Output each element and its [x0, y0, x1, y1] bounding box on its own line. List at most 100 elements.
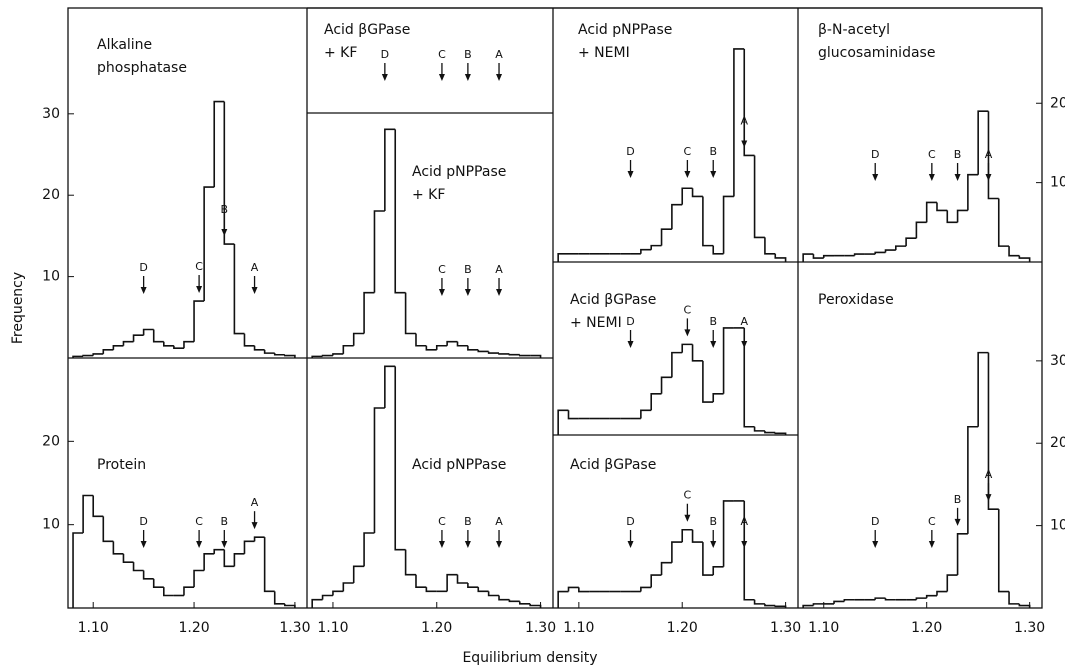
histogram-step	[681, 187, 693, 205]
y-tick-label: 10	[42, 269, 60, 285]
marker-arrowhead	[496, 541, 503, 548]
histogram-step	[722, 500, 734, 567]
marker-arrowhead	[954, 518, 961, 526]
marker-arrowhead	[381, 74, 388, 81]
panel-title: Acid βGPase	[570, 292, 656, 308]
histogram-step	[812, 603, 824, 606]
marker-label: C	[195, 515, 203, 528]
histogram-step	[213, 100, 225, 188]
marker-arrowhead	[140, 287, 147, 294]
histogram-step	[223, 549, 235, 568]
histogram-step	[702, 360, 714, 403]
marker-label: B	[709, 315, 717, 328]
frame	[67, 7, 1043, 609]
histogram-step	[487, 591, 500, 597]
histogram-step	[243, 333, 255, 347]
histogram-step	[498, 353, 510, 355]
x-tick-label: 1.20	[178, 620, 209, 636]
histogram-step	[743, 48, 755, 157]
histogram-step	[456, 574, 468, 584]
histogram-step	[567, 586, 579, 592]
marker-label: A	[740, 114, 748, 127]
x-tick-label: 1.20	[421, 620, 452, 636]
histogram-step	[508, 353, 520, 356]
marker-arrowhead	[741, 140, 748, 148]
marker-arrowhead	[741, 341, 748, 348]
histogram-step	[425, 587, 437, 593]
marker-arrowhead	[928, 174, 935, 181]
histogram-step	[812, 254, 824, 259]
histogram-step	[425, 345, 437, 351]
marker-arrowhead	[872, 174, 879, 181]
marker-label: A	[985, 468, 993, 481]
y-tick-label: 20	[1050, 95, 1065, 111]
panel-title: Alkaline	[97, 37, 152, 53]
histogram-step	[498, 595, 510, 601]
panel-title: Peroxidase	[818, 292, 894, 308]
histogram-step	[467, 583, 479, 588]
panel-title: Acid pNPPase	[578, 22, 672, 38]
histogram-step	[363, 532, 375, 567]
histogram-step	[691, 529, 703, 543]
histogram-step	[82, 354, 94, 357]
y-tick-label: 30	[1050, 353, 1065, 369]
marker-label: A	[985, 148, 993, 161]
histogram-step	[102, 349, 114, 354]
marker-arrowhead	[140, 541, 147, 548]
histogram-step	[874, 597, 886, 600]
panel-title: Protein	[97, 457, 146, 473]
histogram-step	[802, 604, 814, 608]
marker-arrowhead	[710, 541, 717, 548]
marker-arrowhead	[251, 522, 258, 530]
marker-arrowhead	[464, 541, 471, 548]
histogram-step	[373, 407, 385, 533]
marker-label: B	[221, 515, 229, 528]
marker-label: C	[684, 489, 692, 502]
y-tick-label: 20	[42, 187, 60, 203]
histogram-step	[508, 599, 520, 603]
histogram-step	[660, 561, 672, 576]
marker-arrowhead	[196, 541, 203, 548]
histogram-step	[352, 332, 365, 346]
histogram-step	[557, 590, 569, 608]
marker-label: B	[464, 515, 472, 528]
histogram-step	[967, 173, 979, 211]
marker-label: A	[495, 515, 503, 528]
histogram-step	[1018, 255, 1031, 262]
histogram-step	[1008, 246, 1020, 257]
histogram-step	[956, 209, 968, 223]
histogram-step	[764, 430, 776, 434]
histogram-step	[253, 536, 265, 542]
histogram-step	[384, 128, 396, 211]
histogram-step	[487, 351, 500, 354]
histogram-step	[753, 155, 765, 239]
histogram-step	[122, 553, 134, 563]
histogram-step	[764, 603, 776, 607]
marker-arrowhead	[627, 171, 634, 178]
marker-label: B	[221, 203, 229, 216]
histogram-step	[415, 574, 427, 588]
x-tick-label: 1.30	[1014, 620, 1045, 636]
histogram-step	[82, 494, 94, 533]
histogram-step	[132, 562, 144, 572]
histogram-step	[446, 573, 458, 592]
histogram-step	[193, 300, 205, 342]
histogram-step	[404, 292, 416, 335]
histogram-step	[152, 329, 164, 343]
histogram-step	[530, 354, 542, 358]
panel-title: + NEMI	[570, 315, 622, 331]
y-tick-label: 10	[1050, 175, 1065, 191]
histogram-step	[173, 345, 184, 350]
histogram-step	[977, 351, 989, 427]
panel-title: phosphatase	[97, 60, 187, 76]
histogram-step	[342, 582, 354, 592]
histogram-step	[112, 344, 124, 350]
histogram-step	[671, 203, 683, 230]
histogram-step	[352, 565, 365, 583]
x-tick-label: 1.30	[525, 620, 556, 636]
marker-label: D	[381, 48, 389, 61]
histogram-step	[263, 349, 275, 354]
marker-arrowhead	[221, 541, 228, 548]
histogram-step	[203, 186, 215, 302]
